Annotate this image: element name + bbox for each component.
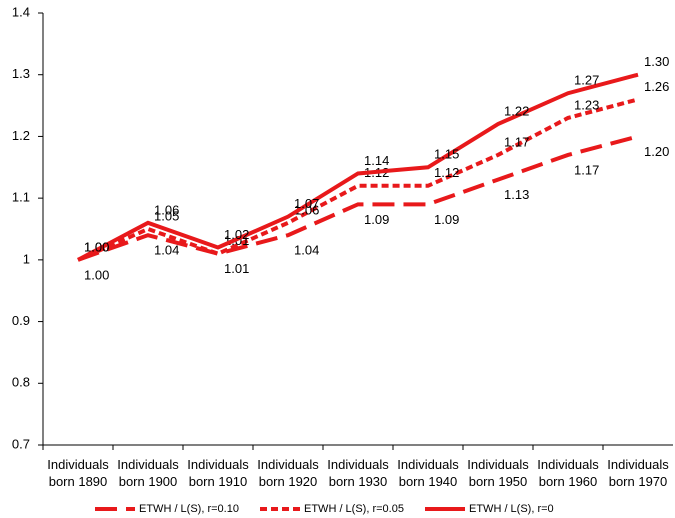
- data-label: 1.00: [84, 239, 109, 254]
- data-label: 1.09: [364, 212, 389, 227]
- data-label: 1.30: [644, 54, 669, 69]
- data-label: 1.20: [644, 144, 669, 159]
- data-label: 1.13: [504, 187, 529, 202]
- data-label: 1.00: [84, 267, 109, 282]
- y-tick-label: 1.1: [12, 190, 30, 205]
- x-tick-label: Individuals born 1930: [327, 457, 389, 489]
- series-line: [77, 134, 639, 262]
- data-label: 1.09: [434, 212, 459, 227]
- y-tick-label: 1.4: [12, 4, 30, 19]
- data-label: 1.27: [574, 73, 599, 88]
- data-label: 1.06: [294, 202, 319, 217]
- legend-label: ETWH / L(S), r=0: [469, 503, 554, 515]
- data-label: 1.17: [504, 134, 529, 149]
- x-tick-label: Individuals born 1950: [467, 457, 529, 489]
- x-tick-label: Individuals born 1940: [397, 457, 459, 489]
- y-tick-label: 1.3: [12, 66, 30, 81]
- x-tick-label: Individuals born 1960: [537, 457, 599, 489]
- data-label: 1.17: [574, 162, 599, 177]
- data-label: 1.00: [84, 239, 109, 254]
- data-label: 1.02: [224, 227, 249, 242]
- data-label: 1.05: [154, 208, 179, 223]
- y-tick-label: 0.8: [12, 375, 30, 390]
- data-label: 1.26: [644, 79, 669, 94]
- legend-label: ETWH / L(S), r=0.05: [304, 503, 404, 515]
- data-label: 1.07: [294, 196, 319, 211]
- x-tick-label: Individuals born 1900: [117, 457, 179, 489]
- x-tick-label: Individuals born 1890: [47, 457, 109, 489]
- legend-label: ETWH / L(S), r=0.10: [139, 503, 239, 515]
- y-tick-label: 1.2: [12, 128, 30, 143]
- x-tick-label: Individuals born 1970: [607, 457, 669, 489]
- y-tick-label: 0.9: [12, 313, 30, 328]
- data-label: 1.04: [154, 243, 179, 258]
- data-label: 1.22: [504, 104, 529, 119]
- y-tick-label: 1: [23, 251, 30, 266]
- data-label: 1.14: [364, 153, 389, 168]
- data-label: 1.12: [434, 165, 459, 180]
- data-label: 1.06: [154, 202, 179, 217]
- series-line: [77, 72, 639, 262]
- data-label: 1.23: [574, 97, 599, 112]
- series-line: [77, 97, 639, 262]
- data-label: 1.15: [434, 147, 459, 162]
- x-tick-label: Individuals born 1920: [257, 457, 319, 489]
- x-tick-label: Individuals born 1910: [187, 457, 249, 489]
- data-label: 1.01: [224, 261, 249, 276]
- data-label: 1.04: [294, 243, 319, 258]
- y-tick-label: 0.7: [12, 436, 30, 451]
